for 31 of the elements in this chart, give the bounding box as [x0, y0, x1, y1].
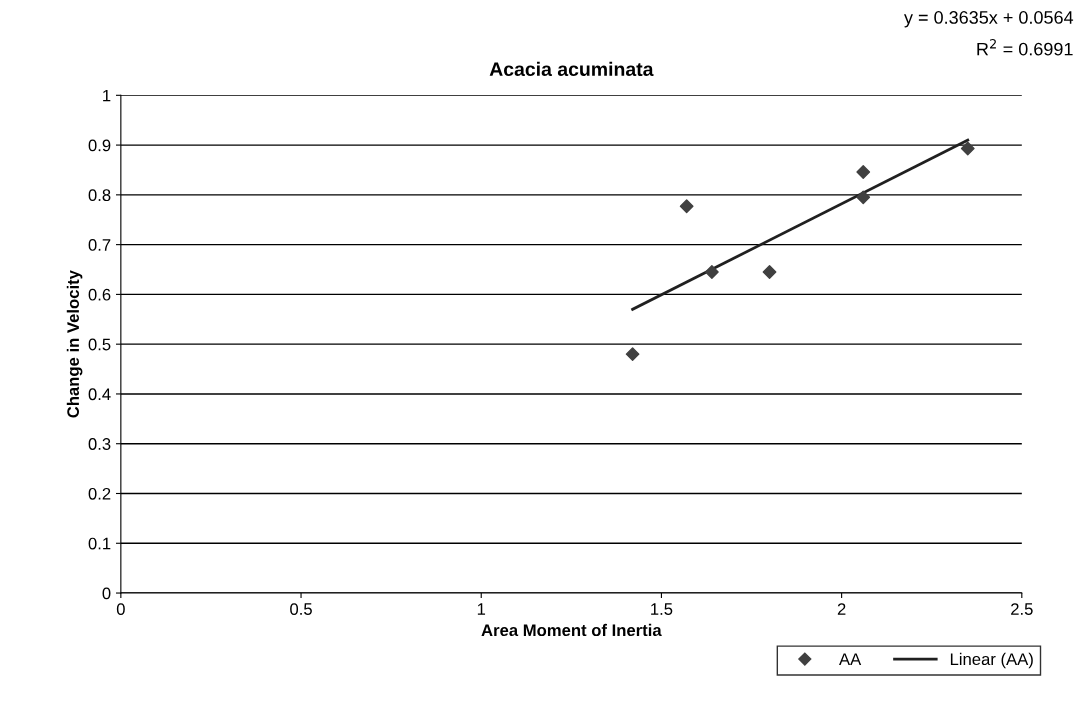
point	[762, 265, 777, 279]
y-tick-label: 0.6	[88, 288, 111, 301]
legend-label: Linear (AA)	[950, 652, 1033, 669]
point	[679, 199, 694, 214]
text: R$^{2}$ = 0.6991	[977, 39, 1073, 56]
y-tick-label: 0.5	[88, 338, 111, 351]
y-tick-label: 0	[102, 587, 111, 600]
y-tick-label: 0.8	[88, 189, 111, 202]
point	[960, 141, 975, 156]
y-tick-label: 1	[103, 89, 111, 102]
y-tick-label: 0.7	[88, 239, 111, 251]
y-tick-label: 0.2	[88, 487, 111, 500]
legend-label: AA	[839, 653, 862, 665]
x-tick-label: 0.5	[290, 603, 312, 615]
x-tick-label: 2	[837, 603, 846, 615]
y-tick-label: 0.4	[88, 388, 111, 401]
point	[856, 190, 871, 205]
point	[625, 347, 640, 362]
x-tick-label: 0	[116, 603, 125, 615]
y-axis-title: Change in Velocity	[66, 270, 83, 418]
point	[856, 165, 871, 179]
chart-title: Acacia acuminata	[489, 61, 654, 77]
y-tick-label: 0.3	[88, 438, 111, 450]
x-tick-label: 1	[477, 603, 486, 615]
x-tick-label: 1.5	[651, 603, 673, 615]
x-tick-label: 2.5	[1011, 603, 1033, 615]
x-axis-title: Area Moment of Inertia	[481, 623, 662, 637]
text: y = 0.3635x + 0.0564	[904, 11, 1074, 28]
y-tick-label: 0.1	[88, 537, 111, 550]
y-tick-label: 0.9	[88, 139, 111, 152]
point	[704, 265, 719, 279]
